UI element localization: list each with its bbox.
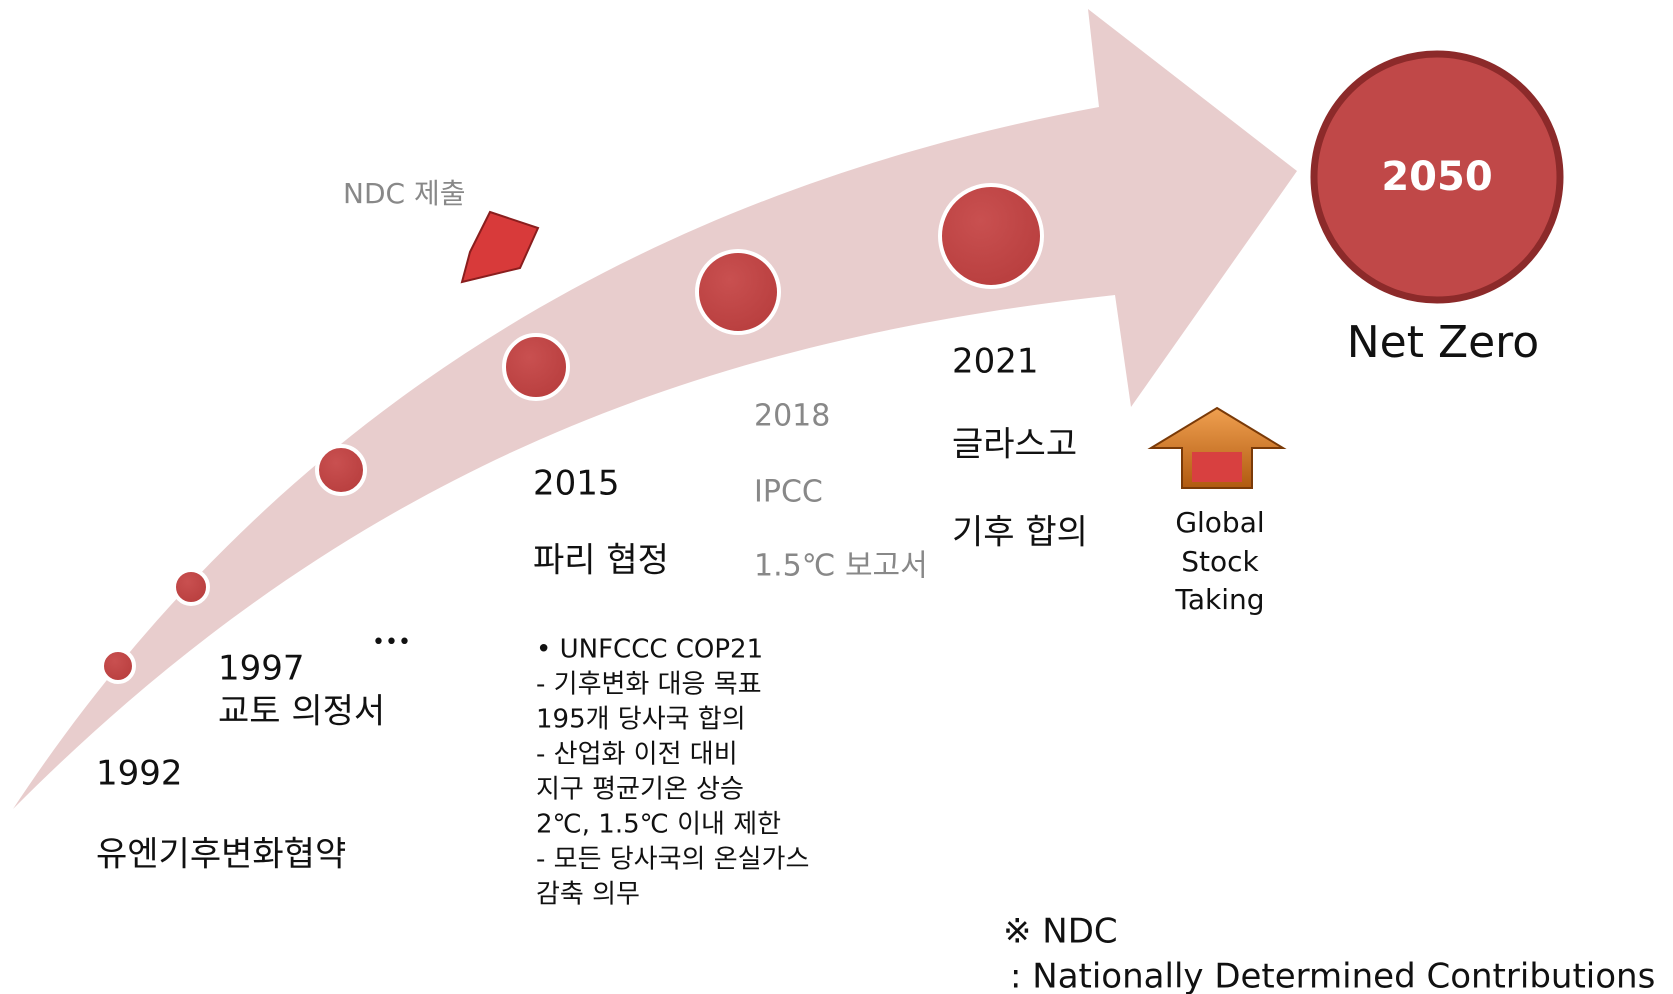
detail-line: 지구 평균기온 상승 bbox=[536, 775, 744, 805]
gst-text: Taking bbox=[1174, 583, 1264, 616]
year: 2021 bbox=[952, 342, 1039, 382]
detail-line: - 모든 당사국의 온실가스 bbox=[536, 845, 809, 875]
note-text: : Nationally Determined Contributions bbox=[1010, 957, 1655, 994]
detail-line: 195개 당사국 합의 bbox=[536, 705, 746, 735]
note-title: ※ NDC bbox=[1003, 912, 1118, 952]
milestone-label: 1.5℃ 보고서 bbox=[754, 549, 928, 584]
goal-label: Net Zero bbox=[1347, 317, 1539, 368]
gst-text: Stock bbox=[1181, 545, 1259, 578]
milestone-dot bbox=[172, 568, 210, 606]
milestone-label: 기후 합의 bbox=[952, 513, 1088, 553]
year: 1997 bbox=[218, 649, 305, 689]
detail-line: 2℃, 1.5℃ 이내 제한 bbox=[536, 810, 781, 840]
milestone-label: IPCC bbox=[754, 475, 823, 510]
gst-text: Global bbox=[1175, 506, 1264, 539]
milestone-label: 유엔기후변화협약 bbox=[96, 835, 346, 875]
ellipsis: ••• bbox=[372, 630, 411, 655]
milestone-dot bbox=[100, 648, 136, 684]
down-arrow-icon bbox=[460, 210, 540, 284]
milestone-dot bbox=[502, 333, 570, 401]
milestone-label: 글라스고 bbox=[952, 425, 1077, 465]
milestone-dot bbox=[315, 444, 367, 496]
year: 1992 bbox=[96, 754, 183, 794]
milestone-dot bbox=[938, 183, 1044, 289]
ndc-label: NDC 제출 bbox=[343, 177, 465, 210]
year: 2015 bbox=[533, 464, 620, 504]
detail-line: - 기후변화 대응 목표 bbox=[536, 670, 762, 700]
milestone-label: 교토 의정서 bbox=[218, 692, 385, 732]
up-arrow-inner bbox=[1192, 452, 1242, 482]
milestone-dot bbox=[695, 249, 781, 335]
up-arrow-icon bbox=[1147, 406, 1287, 489]
detail-line: - 산업화 이전 대비 bbox=[536, 740, 738, 770]
detail-line: 감축 의무 bbox=[536, 880, 640, 910]
milestone-label: 파리 협정 bbox=[533, 541, 669, 581]
detail-line: • UNFCCC COP21 bbox=[536, 635, 763, 665]
goal-circle bbox=[1310, 50, 1564, 304]
year: 2018 bbox=[754, 399, 830, 434]
goal-year: 2050 bbox=[1381, 154, 1492, 200]
